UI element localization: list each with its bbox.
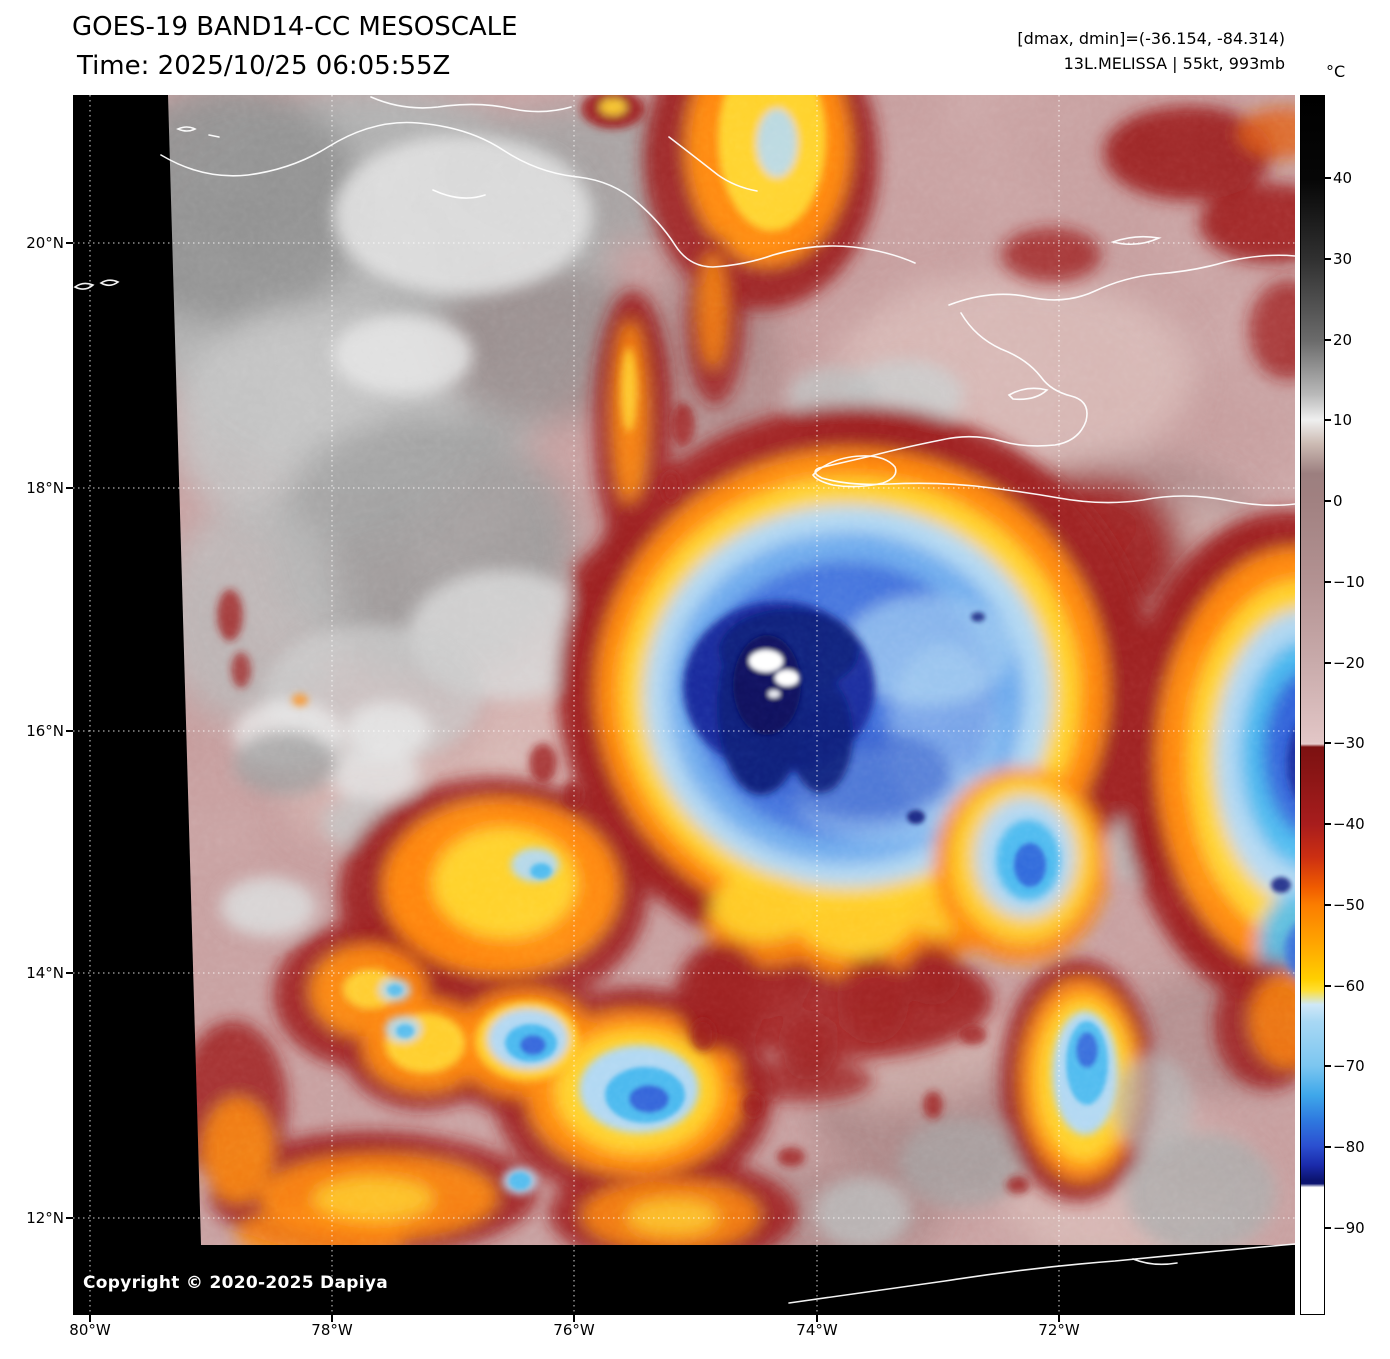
cuba-coastline (160, 121, 916, 268)
colorbar-unit-label: °C (1326, 62, 1346, 81)
colorbar-tick: −10 (1325, 573, 1365, 591)
tortue-island (1110, 235, 1162, 246)
lon-label: 80°W (69, 1321, 111, 1339)
lat-label: 20°N (26, 234, 64, 252)
lon-label: 78°W (311, 1321, 353, 1339)
colorbar-tick: −90 (1325, 1219, 1365, 1237)
gridlines (73, 95, 1295, 1315)
hispaniola-north-coast (948, 254, 1296, 306)
x-axis-tick (1058, 1315, 1060, 1322)
cay-island (73, 282, 95, 290)
lat-label: 12°N (26, 1209, 64, 1227)
gonave-island (1007, 387, 1049, 401)
colorbar-tick: 10 (1324, 411, 1353, 429)
cuba-coast-detail (668, 136, 758, 192)
y-axis-tick (66, 487, 73, 489)
cayman-island (208, 134, 220, 138)
satellite-data-region (168, 95, 1295, 1245)
cayman-island (176, 126, 197, 132)
timestamp: Time: 2025/10/25 06:05:55Z (77, 51, 451, 81)
colorbar-tick: −50 (1325, 896, 1365, 914)
colorbar-tick: −60 (1325, 977, 1365, 995)
x-axis-tick (816, 1315, 818, 1322)
dmax-dmin-readout: [dmax, dmin]=(-36.154, -84.314) (1017, 29, 1285, 48)
y-axis-tick (66, 972, 73, 974)
lon-label: 72°W (1038, 1321, 1080, 1339)
cuba-bay-detail (432, 189, 486, 199)
copyright: Copyright © 2020-2025 Dapiya (83, 1273, 388, 1293)
lat-label: 18°N (26, 479, 64, 497)
coastlines (73, 96, 1296, 1304)
y-axis-tick (66, 242, 73, 244)
header-info: [dmax, dmin]=(-36.154, -84.314) 13L.MELI… (1017, 26, 1285, 76)
south-america-detail (1132, 1258, 1178, 1266)
lon-label: 74°W (796, 1321, 838, 1339)
lon-label: 76°W (553, 1321, 595, 1339)
cuba-north-coast (370, 96, 572, 113)
south-america-coastline (788, 1243, 1296, 1304)
y-axis-tick (66, 730, 73, 732)
lat-label: 14°N (26, 964, 64, 982)
colorbar-tick: 20 (1324, 331, 1353, 349)
colorbar-tick: −70 (1325, 1057, 1365, 1075)
x-axis-tick (331, 1315, 333, 1322)
lat-label: 16°N (26, 722, 64, 740)
jamaica-coastline (811, 455, 897, 488)
storm-info: 13L.MELISSA | 55kt, 993mb (1063, 54, 1285, 73)
colorbar-tick: 0 (1325, 492, 1343, 510)
colorbar-tick: −40 (1325, 815, 1365, 833)
satellite-image (73, 95, 1296, 1315)
y-axis-tick (66, 1217, 73, 1219)
hispaniola-coastline (814, 312, 1296, 507)
cay-island (99, 279, 120, 287)
colorbar-tick: −30 (1325, 734, 1365, 752)
page-title: GOES-19 BAND14-CC MESOSCALE (72, 12, 518, 42)
colorbar-tick: −20 (1325, 654, 1365, 672)
satellite-map: Copyright © 2020-2025 Dapiya (73, 95, 1296, 1315)
colorbar-tick: 30 (1324, 250, 1353, 268)
colorbar (1300, 95, 1325, 1315)
x-axis-tick (573, 1315, 575, 1322)
colorbar-tick: −80 (1325, 1138, 1365, 1156)
colorbar-tick: 40 (1324, 169, 1353, 187)
x-axis-tick (89, 1315, 91, 1322)
